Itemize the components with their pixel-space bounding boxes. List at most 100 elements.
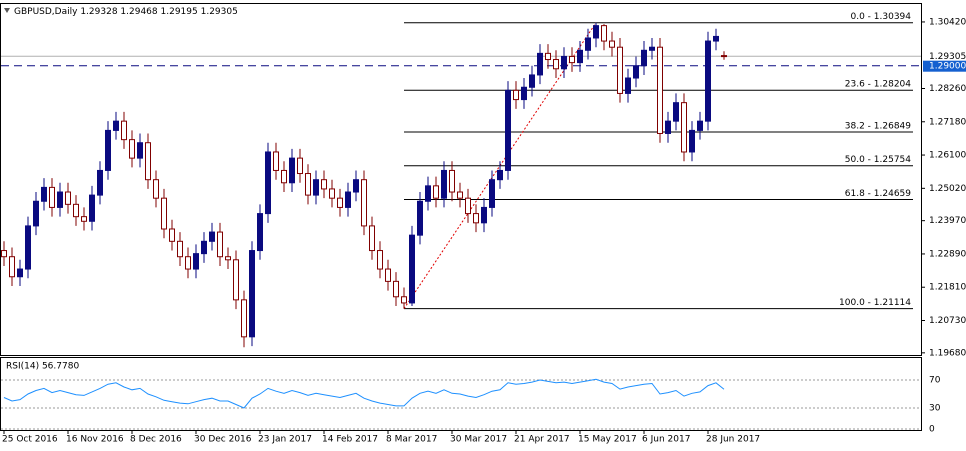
price-panel xyxy=(0,3,922,356)
candle-body xyxy=(89,194,95,222)
fib-label: 61.8 - 1.24659 xyxy=(845,189,911,199)
candle-body xyxy=(553,59,559,70)
high-value: 1.29468 xyxy=(120,7,157,17)
y-tick-label: 1.27180 xyxy=(929,117,966,127)
candle-body xyxy=(673,102,679,122)
candle-body xyxy=(73,203,79,218)
candle-body xyxy=(649,46,655,51)
rsi-label: RSI(14) 56.7780 xyxy=(6,362,79,372)
y-tick-label: 1.19680 xyxy=(929,348,966,358)
y-tick-label: 1.20730 xyxy=(929,316,966,326)
rsi-tick-label: 70 xyxy=(929,376,941,386)
candle-body xyxy=(481,206,487,224)
rsi-line xyxy=(3,378,725,409)
rsi-panel xyxy=(0,357,922,431)
candle-body xyxy=(433,185,439,199)
candle-body xyxy=(689,129,695,153)
y-tick-label: 1.21810 xyxy=(929,283,966,293)
fib-label: 23.6 - 1.28204 xyxy=(845,80,911,90)
candle-body xyxy=(33,200,39,227)
x-tick-label: 15 May 2017 xyxy=(578,435,637,445)
candle-body xyxy=(593,25,599,39)
candle-body xyxy=(121,120,127,141)
candle-body xyxy=(513,89,519,101)
candle-body xyxy=(697,120,703,131)
candle-body xyxy=(577,49,583,64)
candle-body xyxy=(25,225,31,270)
candle-body xyxy=(449,169,455,193)
open-value: 1.29328 xyxy=(80,7,117,17)
candle-body xyxy=(681,102,687,153)
candle-body xyxy=(209,231,215,242)
candle-body xyxy=(625,77,631,94)
candle-body xyxy=(49,186,55,208)
candle-body xyxy=(113,120,119,131)
candle-body xyxy=(337,197,343,208)
candle-body xyxy=(609,40,615,48)
candle-body xyxy=(361,179,367,227)
candle-body xyxy=(545,52,551,61)
last-price-label: 1.29305 xyxy=(929,52,966,62)
candle-body xyxy=(145,142,151,181)
candle-body xyxy=(249,250,255,338)
x-tick-label: 30 Dec 2016 xyxy=(194,435,252,445)
candle-body xyxy=(385,268,391,282)
y-tick-label: 1.30420 xyxy=(929,17,966,27)
candle-body xyxy=(241,299,247,338)
candle-body xyxy=(161,197,167,230)
candle-body xyxy=(225,256,231,261)
low-value: 1.29195 xyxy=(161,7,198,17)
candle-body xyxy=(561,55,567,70)
candle-body xyxy=(313,179,319,196)
bid-box xyxy=(923,60,966,72)
fib-label: 50.0 - 1.25754 xyxy=(845,155,911,165)
rsi-tick-label: 30 xyxy=(929,404,941,414)
symbol-icon xyxy=(4,8,10,13)
fib-label: 0.0 - 1.30394 xyxy=(851,12,912,22)
candle-body xyxy=(17,268,23,278)
last-price-box xyxy=(923,51,966,62)
candle-body xyxy=(137,142,143,159)
fib-label: 38.2 - 1.26849 xyxy=(845,121,911,131)
x-tick-label: 8 Mar 2017 xyxy=(386,435,437,445)
x-tick-label: 14 Feb 2017 xyxy=(322,435,378,445)
candle-body xyxy=(321,179,327,190)
x-tick-label: 30 Mar 2017 xyxy=(450,435,507,445)
candle-body xyxy=(665,120,671,134)
candle-body xyxy=(465,197,471,215)
candle-body xyxy=(353,179,359,193)
candle-body xyxy=(153,179,159,199)
candle-body xyxy=(217,231,223,258)
candle-body xyxy=(713,35,719,42)
candle-body xyxy=(633,65,639,79)
y-tick-label: 1.26100 xyxy=(929,151,966,161)
x-tick-label: 25 Oct 2016 xyxy=(2,435,58,445)
candle-body xyxy=(617,46,623,94)
close-value: 1.29305 xyxy=(201,7,238,17)
candle-body xyxy=(265,151,271,215)
candle-body xyxy=(409,234,415,304)
candle-body xyxy=(105,129,111,171)
x-tick-label: 28 Jun 2017 xyxy=(706,435,760,445)
candle-body xyxy=(97,169,103,196)
x-tick-label: 6 Jun 2017 xyxy=(642,435,690,445)
candle-body xyxy=(289,157,295,184)
candle-body xyxy=(345,191,351,208)
candle-body xyxy=(65,191,71,205)
candle-body xyxy=(585,37,591,51)
candle-body xyxy=(401,296,407,304)
candle-body xyxy=(393,280,399,298)
candle-body xyxy=(497,169,503,181)
candle-body xyxy=(521,86,527,101)
candle-body xyxy=(305,173,311,196)
candle-body xyxy=(489,179,495,208)
y-tick-label: 1.22890 xyxy=(929,249,966,259)
fib-label: 100.0 - 1.21114 xyxy=(839,298,911,308)
candle-body xyxy=(641,49,647,67)
chart-title: GBPUSD,Daily 1.29328 1.29468 1.29195 1.2… xyxy=(14,7,238,17)
candle-body xyxy=(233,259,239,301)
candle-body xyxy=(185,256,191,270)
y-tick-label: 1.25020 xyxy=(929,184,966,194)
